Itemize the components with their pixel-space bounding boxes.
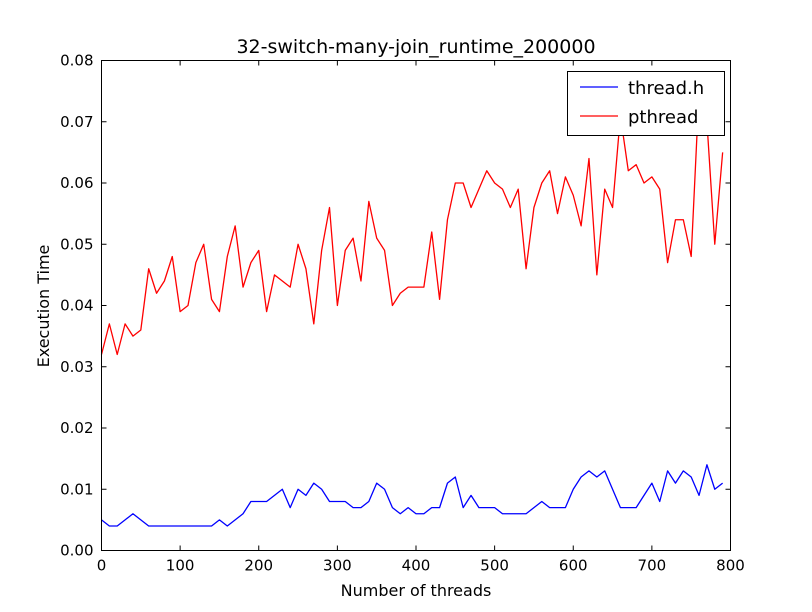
x-tick-label: 100 [166, 557, 195, 575]
y-tick-label: 0.01 [60, 480, 93, 498]
legend-box [567, 71, 725, 136]
x-tick-label: 700 [638, 557, 667, 575]
y-tick-label: 0.08 [60, 52, 93, 70]
legend-label-thread-h: thread.h [628, 78, 704, 99]
series-line-thread-h [101, 464, 724, 527]
chart-title: 32-switch-many-join_runtime_200000 [236, 36, 595, 58]
y-tick-label: 0.05 [60, 235, 93, 253]
x-tick-label: 600 [559, 557, 588, 575]
x-tick-label: 400 [402, 557, 431, 575]
y-axis-label: Execution Time [34, 245, 53, 368]
legend-label-pthread: pthread [628, 107, 698, 128]
x-tick-label: 500 [480, 557, 509, 575]
y-tick-label: 0.03 [60, 358, 93, 376]
y-tick-label: 0.06 [60, 174, 93, 192]
y-tick-label: 0.02 [60, 419, 93, 437]
y-tick-label: 0.04 [60, 297, 93, 315]
plot-frame [101, 60, 731, 551]
x-tick-label: 300 [323, 557, 352, 575]
y-tick-label: 0.00 [60, 542, 93, 560]
x-tick-label: 200 [244, 557, 273, 575]
axis-ticks: 0 100 200 300 400 500 600 700 800 0.00 0.01 0.02 0.0… [60, 52, 745, 575]
y-tick-label: 0.07 [60, 113, 93, 131]
x-tick-label: 800 [716, 557, 745, 575]
legend: thread.h pthread [567, 71, 725, 136]
x-axis-label: Number of threads [341, 581, 492, 600]
x-tick-label: 0 [97, 557, 107, 575]
